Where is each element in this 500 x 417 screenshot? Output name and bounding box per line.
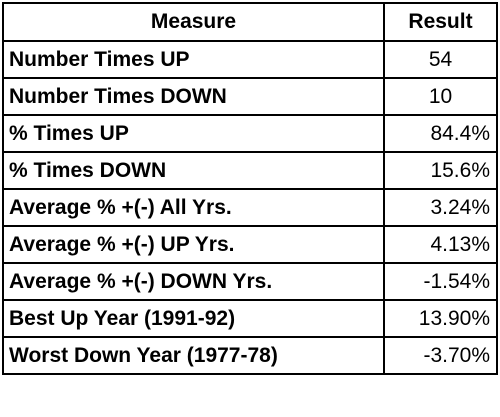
result-cell: 54 — [383, 40, 498, 79]
results-table: Measure Result Number Times UP 54 Number… — [2, 2, 498, 375]
result-cell: 4.13% — [383, 225, 498, 264]
measure-cell: Number Times UP — [2, 40, 385, 79]
result-cell: 15.6% — [383, 151, 498, 190]
measure-cell: % Times UP — [2, 114, 385, 153]
header-result: Result — [383, 2, 498, 42]
table-row: Average % +(-) DOWN Yrs. -1.54% — [2, 262, 498, 301]
measure-cell: Best Up Year (1991-92) — [2, 299, 385, 338]
table-row: Number Times UP 54 — [2, 40, 498, 79]
table-row: % Times UP 84.4% — [2, 114, 498, 153]
result-cell: 3.24% — [383, 188, 498, 227]
table-row: % Times DOWN 15.6% — [2, 151, 498, 190]
table-row: Average % +(-) UP Yrs. 4.13% — [2, 225, 498, 264]
result-cell: 10 — [383, 77, 498, 116]
table-row: Best Up Year (1991-92) 13.90% — [2, 299, 498, 338]
table-row: Average % +(-) All Yrs. 3.24% — [2, 188, 498, 227]
measure-cell: Average % +(-) All Yrs. — [2, 188, 385, 227]
result-cell: 13.90% — [383, 299, 498, 338]
measure-cell: % Times DOWN — [2, 151, 385, 190]
header-measure: Measure — [2, 2, 385, 42]
table-header-row: Measure Result — [2, 2, 498, 42]
table-row: Number Times DOWN 10 — [2, 77, 498, 116]
table-row: Worst Down Year (1977-78) -3.70% — [2, 336, 498, 375]
measure-cell: Average % +(-) UP Yrs. — [2, 225, 385, 264]
measure-cell: Number Times DOWN — [2, 77, 385, 116]
measure-cell: Average % +(-) DOWN Yrs. — [2, 262, 385, 301]
result-cell: -1.54% — [383, 262, 498, 301]
result-cell: 84.4% — [383, 114, 498, 153]
measure-cell: Worst Down Year (1977-78) — [2, 336, 385, 375]
result-cell: -3.70% — [383, 336, 498, 375]
